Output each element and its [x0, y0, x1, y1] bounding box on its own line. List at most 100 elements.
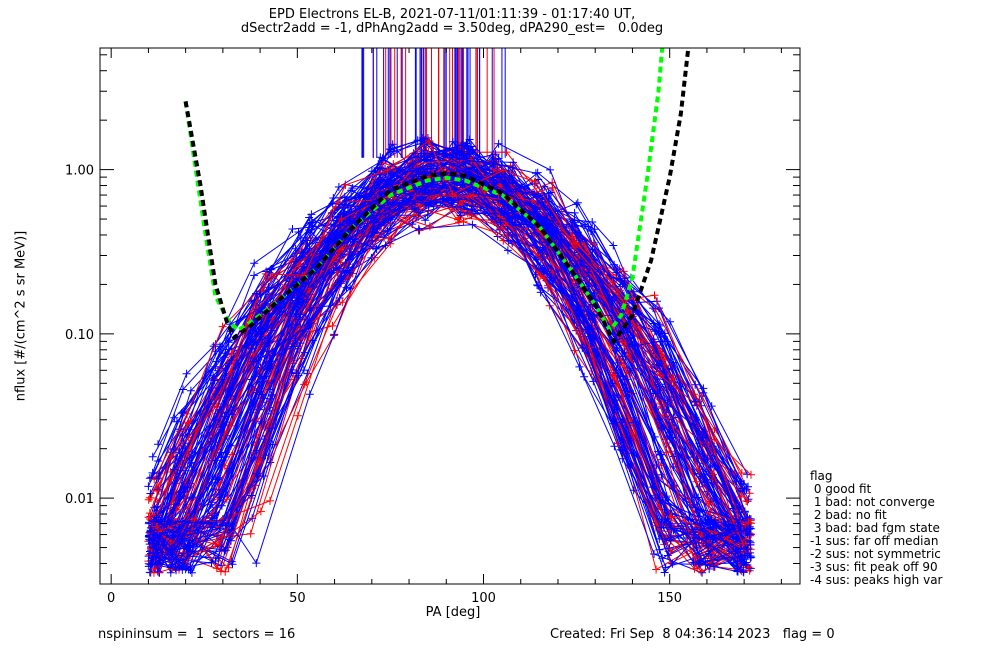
scan-point — [696, 560, 705, 569]
scan-point — [383, 226, 392, 235]
scan-point — [218, 520, 227, 529]
scan-point — [144, 513, 153, 522]
scan-point — [388, 140, 397, 149]
scan-point — [292, 309, 301, 318]
scan-point — [250, 259, 259, 268]
scan-point — [153, 531, 162, 539]
plot-frame — [99, 47, 801, 585]
scan-point — [330, 235, 339, 244]
scan-point — [186, 386, 195, 395]
scan-point — [254, 355, 263, 364]
scan-point — [590, 289, 599, 298]
scan-point — [300, 348, 309, 357]
scan-point — [663, 433, 672, 441]
scan-point — [253, 469, 262, 478]
scan-point — [544, 189, 553, 198]
scan-point — [693, 549, 702, 558]
scan-point — [608, 278, 617, 287]
x-axis-label: PA [deg] — [425, 605, 481, 620]
fit-curve-black — [183, 48, 691, 346]
scan-point — [733, 567, 742, 576]
scan-point — [167, 452, 176, 460]
scan-point — [153, 560, 162, 569]
scan-point — [384, 233, 393, 242]
scan-point — [698, 568, 707, 577]
scan-point — [657, 455, 666, 464]
scan-point — [221, 567, 230, 576]
scan-point — [630, 341, 639, 350]
scan-point — [699, 388, 708, 397]
scan-point — [661, 534, 670, 543]
scan-point — [348, 184, 357, 193]
scan-line — [154, 160, 744, 568]
scan-point — [612, 369, 621, 378]
scan-point — [496, 218, 505, 227]
scan-point — [740, 487, 749, 495]
scan-point — [328, 321, 337, 330]
scan-point — [308, 221, 317, 230]
scan-point — [410, 153, 419, 161]
scan-line — [154, 155, 739, 541]
scan-point — [689, 558, 698, 567]
scan-line — [153, 179, 741, 574]
scan-point — [459, 158, 468, 167]
scan-point — [305, 390, 314, 399]
scan-point — [330, 222, 339, 231]
scan-point — [293, 344, 302, 353]
scan-point — [746, 553, 755, 562]
scan-point — [667, 534, 675, 542]
scan-point — [166, 550, 175, 559]
scan-point — [453, 161, 462, 170]
scan-point — [212, 516, 221, 525]
scan-point — [147, 523, 156, 532]
scan-point — [330, 330, 339, 339]
scan-point — [144, 482, 153, 491]
scan-line — [155, 184, 738, 543]
scan-point — [572, 239, 581, 248]
scan-point — [420, 186, 429, 195]
scan-point — [187, 568, 196, 577]
scan-point — [616, 445, 625, 454]
scan-point — [148, 452, 157, 461]
scan-point — [170, 545, 179, 554]
scan-point — [171, 446, 180, 454]
scan-point — [367, 214, 376, 223]
scan-point — [731, 524, 739, 533]
scan-point — [288, 225, 297, 233]
scan-point — [333, 229, 342, 238]
scan-point — [542, 269, 551, 278]
scan-point — [650, 291, 659, 300]
scan-point — [743, 513, 752, 522]
scan-point — [429, 202, 438, 211]
scan-point — [337, 215, 346, 224]
scan-point — [653, 389, 662, 398]
scan-point — [532, 209, 541, 218]
scan-point — [468, 220, 477, 229]
scan-point — [696, 472, 705, 481]
scan-point — [708, 470, 717, 479]
legend-title: flag — [810, 469, 833, 483]
scan-point — [746, 524, 755, 533]
scan-point — [149, 539, 158, 548]
scan-point — [709, 519, 718, 528]
scan-point — [661, 496, 670, 504]
scan-point — [217, 453, 226, 462]
scan-point — [346, 235, 355, 244]
scan-point — [590, 225, 599, 234]
scan-point — [612, 344, 621, 352]
scan-point — [468, 163, 477, 172]
scan-point — [151, 553, 160, 562]
scan-point — [388, 215, 397, 224]
scan-point — [650, 550, 658, 558]
scan-point — [666, 521, 674, 530]
scan-line — [156, 169, 751, 550]
scan-line — [153, 160, 741, 574]
scan-point — [668, 559, 677, 568]
scan-point — [266, 496, 274, 505]
scan-point — [709, 531, 718, 540]
scan-point — [612, 268, 621, 277]
footer-spin-info: nspininsum = 1 sectors = 16 — [98, 627, 296, 642]
scan-point — [172, 452, 180, 461]
scan-point — [332, 216, 341, 225]
